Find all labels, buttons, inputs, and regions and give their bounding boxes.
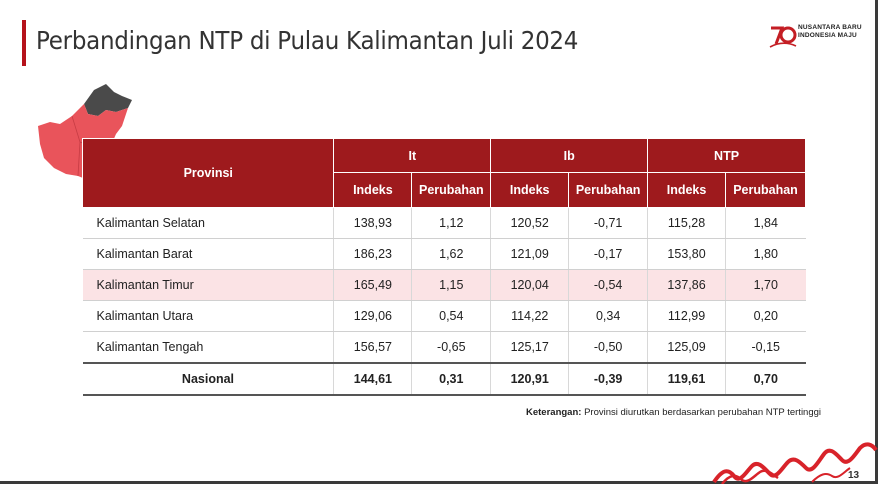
table-row: Kalimantan Selatan 138,93 1,12 120,52 -0…	[82, 207, 806, 239]
value-cell: 1,70	[724, 269, 806, 301]
footnote: Keterangan: Provinsi diurutkan berdasark…	[526, 407, 821, 418]
table-row: Kalimantan Tengah 156,57 -0,65 125,17 -0…	[82, 331, 806, 364]
ntp-table: Provinsi It Ib NTP Indeks Perubahan Inde…	[81, 138, 807, 396]
value-cell: 1,62	[411, 238, 491, 270]
total-value-cell: 0,70	[724, 362, 806, 396]
table-subheader-row: Indeks Perubahan Indeks Perubahan Indeks…	[83, 172, 807, 208]
value-cell: 115,28	[647, 207, 726, 239]
table-row-total: Nasional 144,61 0,31 120,91 -0,39 119,61…	[82, 362, 806, 396]
subheader-perubahan: Perubahan	[568, 172, 649, 208]
value-cell: 112,99	[647, 300, 726, 332]
total-value-cell: 120,91	[490, 362, 569, 396]
decorative-wave-graphic	[712, 442, 878, 484]
logo-line-2: INDONESIA MAJU	[798, 32, 857, 39]
value-cell: 137,86	[647, 269, 726, 301]
table-header-row: Provinsi It Ib NTP	[81, 138, 806, 208]
province-cell: Kalimantan Utara	[82, 300, 334, 332]
value-cell: 121,09	[490, 238, 569, 270]
value-cell: 153,80	[647, 238, 726, 270]
title-accent-bar	[22, 20, 26, 66]
group-header-it: It	[333, 138, 492, 173]
nusantara-logo: NUSANTARA BARU INDONESIA MAJU	[768, 22, 868, 52]
page-number: 13	[848, 470, 860, 481]
table-row-highlighted: Kalimantan Timur 165,49 1,15 120,04 -0,5…	[82, 269, 806, 301]
province-cell: Kalimantan Barat	[82, 238, 334, 270]
map-region-north	[84, 84, 132, 116]
total-label-cell: Nasional	[82, 362, 334, 396]
footnote-label: Keterangan:	[526, 407, 582, 418]
col-province-header: Provinsi	[81, 138, 335, 208]
subheader-indeks: Indeks	[647, 172, 726, 208]
value-cell: 1,12	[411, 207, 491, 239]
subheader-indeks: Indeks	[333, 172, 413, 208]
province-cell: Kalimantan Selatan	[82, 207, 334, 239]
value-cell: 186,23	[333, 238, 412, 270]
value-cell: -0,15	[724, 331, 806, 364]
logo-text: NUSANTARA BARU INDONESIA MAJU	[798, 24, 862, 40]
value-cell: -0,50	[568, 331, 648, 364]
value-cell: 0,20	[724, 300, 806, 332]
value-cell: -0,65	[411, 331, 491, 364]
footnote-text: Provinsi diurutkan berdasarkan perubahan…	[581, 407, 822, 418]
logo-line-1: NUSANTARA BARU	[798, 24, 862, 31]
total-value-cell: 0,31	[411, 362, 491, 396]
value-cell: 0,54	[411, 300, 491, 332]
value-cell: 114,22	[490, 300, 569, 332]
value-cell: 0,34	[568, 300, 648, 332]
table-row: Kalimantan Barat 186,23 1,62 121,09 -0,1…	[82, 238, 806, 270]
value-cell: 129,06	[333, 300, 412, 332]
value-cell: 138,93	[333, 207, 412, 239]
value-cell: 1,84	[724, 207, 806, 239]
value-cell: -0,54	[568, 269, 648, 301]
value-cell: 1,15	[411, 269, 491, 301]
total-value-cell: 144,61	[333, 362, 412, 396]
value-cell: 120,52	[490, 207, 569, 239]
value-cell: 125,09	[647, 331, 726, 364]
value-cell: -0,71	[568, 207, 648, 239]
group-header-ntp: NTP	[647, 138, 806, 173]
logo-79-icon	[769, 26, 797, 48]
total-value-cell: 119,61	[647, 362, 726, 396]
group-header-ib: Ib	[490, 138, 649, 173]
total-value-cell: -0,39	[568, 362, 648, 396]
value-cell: 1,80	[724, 238, 806, 270]
value-cell: 156,57	[333, 331, 412, 364]
subheader-perubahan: Perubahan	[411, 172, 492, 208]
page-title: Perbandingan NTP di Pulau Kalimantan Jul…	[36, 26, 579, 55]
value-cell: -0,17	[568, 238, 648, 270]
value-cell: 125,17	[490, 331, 569, 364]
province-cell: Kalimantan Tengah	[82, 331, 334, 364]
subheader-perubahan: Perubahan	[724, 172, 807, 208]
subheader-indeks: Indeks	[490, 172, 570, 208]
value-cell: 120,04	[490, 269, 569, 301]
province-cell: Kalimantan Timur	[82, 269, 334, 301]
table-row: Kalimantan Utara 129,06 0,54 114,22 0,34…	[82, 300, 806, 332]
value-cell: 165,49	[333, 269, 412, 301]
